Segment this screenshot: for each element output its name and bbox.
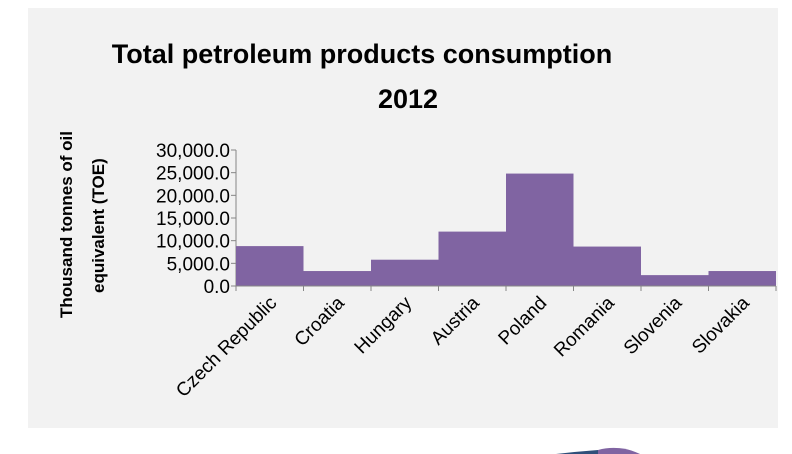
y-tick-label: 30,000.0 <box>156 141 230 162</box>
pie-slice-fragment-purple <box>598 447 640 454</box>
bar-slovakia <box>708 271 776 286</box>
y-tick-label: 10,000.0 <box>156 232 230 253</box>
y-tick-label: 25,000.0 <box>156 164 230 185</box>
bars <box>236 173 776 286</box>
y-axis: 0.05,000.010,000.015,000.020,000.025,000… <box>156 141 237 298</box>
bar-austria <box>438 231 506 286</box>
y-tick-label: 20,000.0 <box>156 186 230 207</box>
y-tick-label: 15,000.0 <box>156 209 230 230</box>
chart-title-line-2: 2012 <box>378 84 438 114</box>
bar-slovenia <box>641 275 709 286</box>
chart-title-line-1: Total petroleum products consumption <box>112 39 613 69</box>
bar-croatia <box>303 271 371 286</box>
bar-romania <box>573 246 641 286</box>
bar-czech-republic <box>236 246 304 286</box>
bar-chart: Total petroleum products consumption 201… <box>57 39 777 402</box>
chart-area: Total petroleum products consumption 201… <box>28 8 778 428</box>
bar-poland <box>506 173 574 286</box>
pie-slice-fragment-dark <box>556 450 598 454</box>
y-axis-label-line-1: Thousand tonnes of oil <box>57 131 76 318</box>
y-axis-label-line-2: equivalent (TOE) <box>89 158 108 293</box>
bar-hungary <box>371 259 439 286</box>
y-tick-label: 5,000.0 <box>167 254 230 275</box>
y-tick-label: 0.0 <box>204 277 230 298</box>
